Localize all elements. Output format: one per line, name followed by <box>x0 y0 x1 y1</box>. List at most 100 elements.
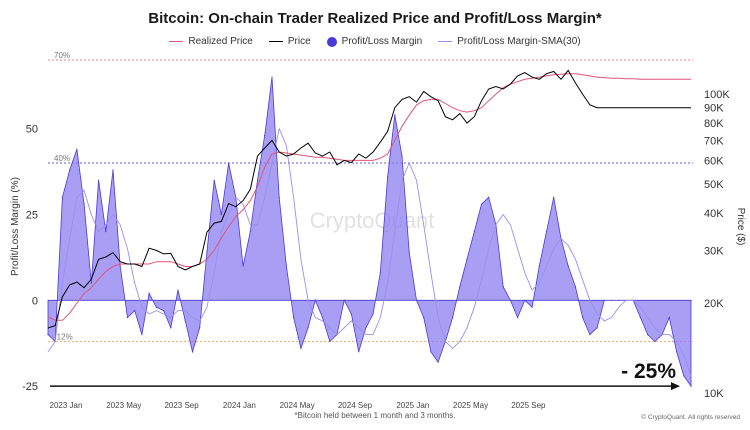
margin-point <box>329 340 331 343</box>
right-tick-label: 10K <box>704 388 724 400</box>
legend-label-price: Price <box>287 36 311 47</box>
margin-point <box>654 340 656 343</box>
margin-point <box>134 310 136 312</box>
margin-point <box>683 375 685 377</box>
margin-point <box>415 299 418 301</box>
x-tick-label: 2023 Jan <box>50 401 83 410</box>
margin-point <box>293 316 295 319</box>
margin-point <box>271 76 273 78</box>
left-tick-label: 50 <box>26 124 38 136</box>
margin-point <box>567 265 569 267</box>
margin-point <box>213 179 215 181</box>
margin-point <box>589 334 591 336</box>
margin-point <box>343 299 345 301</box>
legend-label-margin: Profit/Loss Margin <box>341 36 423 47</box>
margin-point <box>321 316 324 319</box>
margin-point <box>119 265 121 267</box>
margin-point <box>256 179 259 181</box>
right-tick-label: 30K <box>704 245 724 257</box>
annotation-label: - 25% <box>621 360 676 383</box>
legend-swatch-realized-price <box>169 41 184 42</box>
margin-point <box>350 313 352 315</box>
right-tick-label: 70K <box>704 135 724 147</box>
copyright: © CryptoQuant. All rights reserved <box>641 414 740 421</box>
right-tick-label: 100K <box>704 89 730 101</box>
left-axis-title: Profit/Loss Margin (%) <box>10 177 21 276</box>
margin-point <box>76 148 78 150</box>
margin-point <box>126 316 129 319</box>
margin-point <box>249 231 251 233</box>
left-tick-label: 0 <box>32 295 38 307</box>
right-tick-label: 80K <box>704 118 724 130</box>
margin-point <box>83 203 85 205</box>
margin-point <box>610 299 613 301</box>
margin-point <box>90 282 92 284</box>
margin-point <box>437 361 439 363</box>
margin-point <box>480 203 483 205</box>
margin-point <box>401 155 403 157</box>
x-tick-label: 2024 May <box>280 401 315 410</box>
margin-point <box>676 351 678 353</box>
margin-point <box>365 327 367 329</box>
margin-point <box>690 385 692 387</box>
margin-sma-line <box>47 127 692 376</box>
margin-point <box>199 327 201 329</box>
margin-point <box>285 265 287 267</box>
margin-point <box>69 169 71 171</box>
margin-point <box>517 316 519 319</box>
watermark: CryptoQuant <box>310 208 435 233</box>
margin-point <box>545 231 548 233</box>
margin-point <box>473 231 475 233</box>
legend: Realized Price Price Profit/Loss Margin … <box>0 36 750 47</box>
legend-item-margin-sma[interactable]: Profit/Loss Margin-SMA(30) <box>438 36 581 47</box>
margin-point <box>502 286 504 288</box>
margin-point <box>177 289 179 291</box>
x-tick-label: 2023 Sep <box>164 401 199 410</box>
margin-point <box>47 334 49 336</box>
margin-point <box>300 347 302 349</box>
margin-point <box>531 306 533 308</box>
legend-item-price[interactable]: Price <box>268 36 311 47</box>
left-tick-label: 25 <box>26 209 38 221</box>
margin-point <box>596 327 598 329</box>
right-tick-label: 40K <box>704 208 724 220</box>
annotation-arrowhead <box>671 382 680 391</box>
margin-point <box>278 196 280 198</box>
x-tick-label: 2025 Jan <box>396 401 429 410</box>
margin-point <box>459 286 461 288</box>
margin-point <box>228 162 230 164</box>
margin-point <box>582 316 584 319</box>
chart-title: Bitcoin: On-chain Trader Realized Price … <box>148 10 602 27</box>
margin-point <box>430 351 432 353</box>
margin-point <box>668 316 670 319</box>
margin-point <box>423 316 425 319</box>
right-tick-label: 60K <box>704 155 724 167</box>
margin-point <box>191 351 194 353</box>
margin-point <box>184 320 186 322</box>
margin-point <box>538 265 540 267</box>
left-tick-label: -25 <box>22 381 38 393</box>
reference-label-1: 40% <box>54 154 70 163</box>
margin-point <box>112 169 114 171</box>
legend-item-realized-price[interactable]: Realized Price <box>169 36 253 47</box>
margin-point <box>61 196 64 198</box>
margin-point <box>387 176 389 178</box>
margin-point <box>155 306 157 308</box>
margin-point <box>553 196 555 198</box>
margin-point <box>639 316 642 319</box>
margin-point <box>307 327 309 329</box>
margin-point <box>618 299 620 301</box>
legend-item-margin[interactable]: Profit/Loss Margin <box>326 36 423 47</box>
margin-point <box>163 310 165 312</box>
legend-label-realized-price: Realized Price <box>188 36 253 47</box>
right-axis-title: Price ($) <box>735 208 746 246</box>
margin-point <box>206 251 208 253</box>
margin-point <box>394 114 396 116</box>
x-tick-label: 2025 May <box>453 401 488 410</box>
margin-point <box>372 313 374 315</box>
margin-point <box>105 231 107 233</box>
legend-swatch-margin <box>326 36 337 47</box>
legend-swatch-margin-sma <box>438 41 453 42</box>
margin-point <box>220 213 222 216</box>
right-tick-label: 20K <box>704 298 724 310</box>
